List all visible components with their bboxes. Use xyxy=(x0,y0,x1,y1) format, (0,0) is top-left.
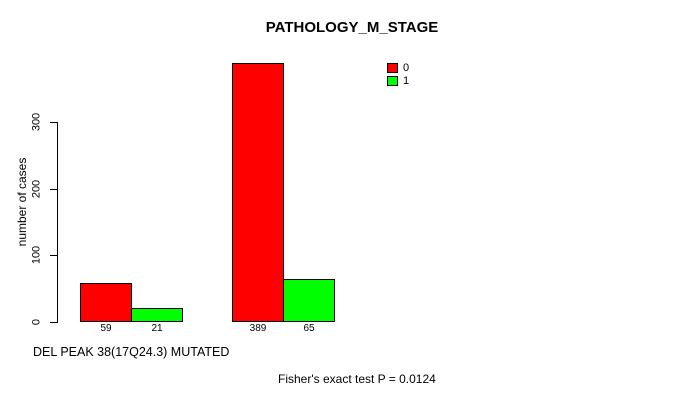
legend-row: 1 xyxy=(387,75,409,87)
bar-count-label: 59 xyxy=(100,323,112,334)
legend-row: 0 xyxy=(387,62,409,74)
fisher-test-annotation: Fisher's exact test P = 0.0124 xyxy=(278,372,436,386)
y-axis-label: number of cases xyxy=(15,157,29,247)
bar-count-label: 65 xyxy=(303,323,315,334)
bar-series-0-group-2 xyxy=(232,63,284,322)
x-axis-label: DEL PEAK 38(17Q24.3) MUTATED xyxy=(33,345,230,359)
y-tick-mark xyxy=(50,322,57,323)
y-tick-label: 0 xyxy=(30,318,43,326)
bar-series-0-group-1 xyxy=(80,283,132,322)
legend-label: 0 xyxy=(403,61,410,74)
y-tick-label: 300 xyxy=(30,112,43,132)
legend-swatch-icon xyxy=(387,76,398,86)
bar-series-1-group-2 xyxy=(283,279,335,322)
legend-label: 1 xyxy=(403,74,410,87)
y-axis-line xyxy=(57,122,58,323)
bar-count-label: 21 xyxy=(151,323,163,334)
chart-title: PATHOLOGY_M_STAGE xyxy=(265,19,439,36)
bar-series-1-group-1 xyxy=(131,308,183,322)
legend-swatch-icon xyxy=(387,63,398,73)
y-tick-label: 200 xyxy=(30,179,43,199)
y-tick-label: 100 xyxy=(30,245,43,265)
y-tick-mark xyxy=(50,255,57,256)
y-tick-mark xyxy=(50,189,57,190)
y-tick-mark xyxy=(50,122,57,123)
bar-count-label: 389 xyxy=(249,323,267,334)
